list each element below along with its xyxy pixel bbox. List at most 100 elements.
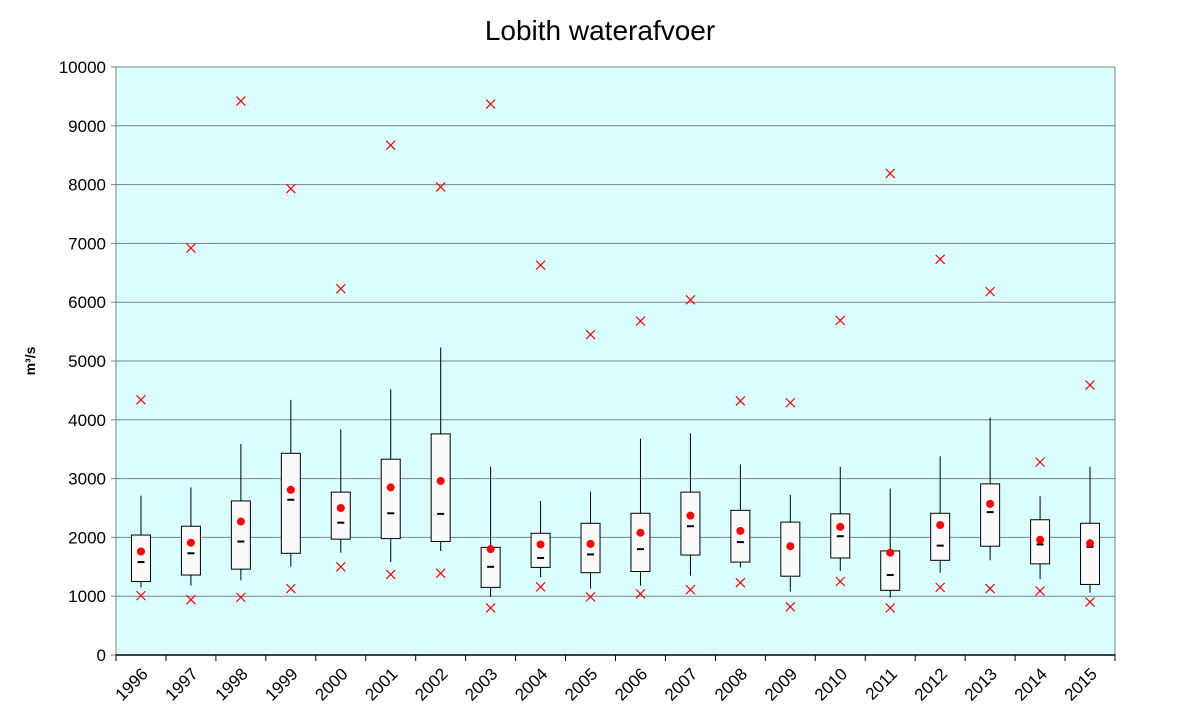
- cross-stroke: [735, 396, 746, 406]
- mean-point: [536, 540, 545, 549]
- mean-point: [436, 476, 445, 485]
- max-marker: [485, 99, 496, 109]
- cross-stroke: [1085, 380, 1095, 391]
- cross-stroke: [835, 576, 846, 587]
- max-marker: [885, 168, 896, 179]
- max-marker: [1085, 380, 1095, 391]
- mean-point: [1086, 539, 1095, 548]
- mean-point: [186, 538, 195, 547]
- boxplot-2015: [1080, 380, 1101, 608]
- cross-stroke: [235, 592, 246, 603]
- cross-stroke: [635, 588, 646, 599]
- min-marker: [785, 601, 796, 612]
- y-tick-label: 3000: [68, 470, 106, 489]
- box: [330, 491, 351, 540]
- x-tick-label: 2003: [461, 664, 501, 704]
- cross-stroke: [585, 329, 596, 340]
- min-marker: [685, 584, 696, 595]
- cross-stroke: [935, 582, 946, 593]
- boxplot-2013: [980, 286, 1001, 594]
- y-tick-label: 0: [97, 646, 106, 665]
- box: [180, 525, 201, 576]
- x-tick-label: 2010: [811, 664, 851, 704]
- cross-stroke: [485, 603, 496, 613]
- cross-stroke: [285, 583, 296, 594]
- x-tick-label: 1996: [112, 664, 152, 704]
- cross-stroke: [785, 601, 796, 612]
- x-tick-label: 1999: [261, 664, 301, 704]
- x-tick-label: 2009: [761, 664, 801, 704]
- y-axis-ticks: 0 1000 2000 3000 4000 5000 6000 7000 8000 9000 100…: [59, 58, 116, 665]
- cross-stroke: [385, 569, 396, 580]
- x-tick-label: 2001: [361, 664, 401, 704]
- max-marker: [285, 183, 296, 194]
- cross-stroke: [235, 96, 246, 107]
- mean-point: [786, 542, 795, 551]
- mean-point: [136, 547, 145, 556]
- cross-stroke: [136, 394, 146, 405]
- boxplot-1996: [130, 394, 151, 601]
- min-marker: [285, 583, 296, 594]
- min-marker: [985, 583, 996, 594]
- y-tick-label: 10000: [59, 58, 106, 77]
- boxplot-2008: [730, 396, 751, 588]
- min-marker: [1085, 597, 1095, 608]
- min-marker: [435, 568, 446, 579]
- x-tick-label: 2005: [561, 664, 601, 704]
- min-marker: [1035, 585, 1045, 596]
- max-marker: [735, 396, 746, 406]
- cross-stroke: [985, 286, 996, 297]
- boxplot-2012: [930, 254, 951, 593]
- cross-stroke: [435, 568, 446, 579]
- x-tick-label: 1997: [162, 664, 202, 704]
- box: [630, 512, 651, 573]
- cross-stroke: [635, 316, 646, 326]
- x-tick-label: 2008: [711, 664, 751, 704]
- boxplot-2001: [380, 140, 401, 580]
- cross-stroke: [685, 584, 696, 595]
- x-tick-label: 2015: [1061, 664, 1101, 704]
- boxplot-2009: [780, 397, 801, 612]
- cross-stroke: [985, 583, 996, 594]
- mean-point: [686, 511, 695, 520]
- box: [730, 509, 751, 563]
- cross-stroke: [1035, 457, 1045, 468]
- box: [130, 534, 151, 582]
- boxplot-1998: [230, 96, 251, 603]
- boxplot-2002: [430, 182, 451, 579]
- cross-stroke: [785, 397, 796, 408]
- min-marker: [935, 582, 946, 593]
- max-marker: [435, 182, 446, 192]
- y-axis-label: m³/s: [22, 346, 38, 375]
- x-tick-label: 2012: [911, 664, 951, 704]
- y-tick-label: 7000: [68, 234, 106, 253]
- min-marker: [535, 581, 546, 592]
- cross-stroke: [885, 603, 896, 613]
- mean-point: [286, 485, 295, 494]
- max-marker: [835, 315, 846, 326]
- mean-point: [836, 522, 845, 531]
- boxplot-2010: [830, 315, 851, 587]
- max-marker: [1035, 457, 1045, 468]
- max-marker: [385, 140, 396, 151]
- x-tick-label: 2011: [862, 664, 901, 703]
- min-marker: [136, 590, 146, 601]
- mean-point: [486, 545, 495, 554]
- box: [380, 458, 401, 540]
- cross-stroke: [186, 243, 196, 254]
- max-marker: [186, 243, 196, 254]
- mean-point: [1036, 535, 1045, 544]
- max-marker: [235, 96, 246, 107]
- max-marker: [985, 286, 996, 297]
- y-tick-label: 2000: [68, 528, 106, 547]
- cross-stroke: [335, 561, 346, 572]
- min-marker: [186, 594, 196, 605]
- boxplot-2004: [530, 260, 551, 592]
- cross-stroke: [385, 140, 396, 151]
- box: [230, 500, 251, 570]
- max-marker: [935, 254, 946, 265]
- cross-stroke: [186, 594, 196, 605]
- x-axis-ticks: 1996 1997 1998 1999 2000 2001 2002 2003 2004 2005…: [112, 655, 1116, 705]
- boxplot-2006: [630, 316, 651, 599]
